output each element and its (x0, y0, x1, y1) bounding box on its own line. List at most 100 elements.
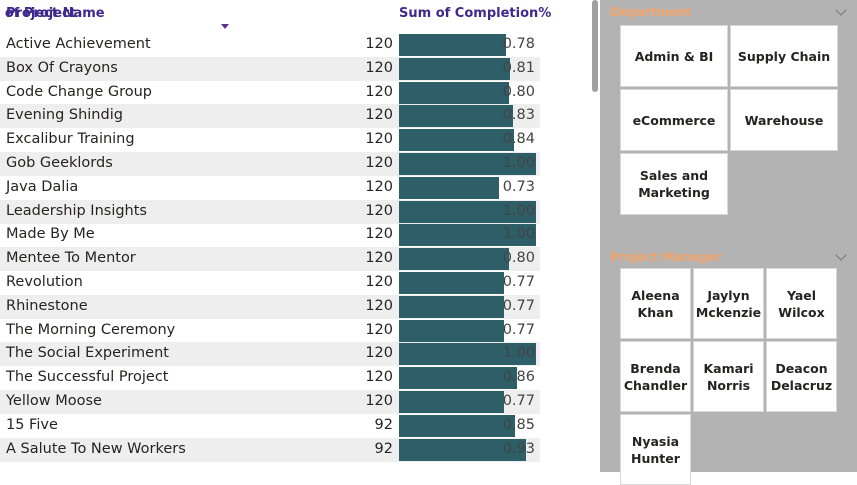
slicer-button[interactable]: Supply Chain (730, 25, 838, 87)
data-bar (399, 81, 509, 104)
table-row[interactable]: Yellow Moose 120 0.77 (0, 390, 540, 414)
table-row[interactable]: A Salute To New Workers 92 0.93 (0, 437, 540, 462)
slicer-button[interactable]: Warehouse (730, 89, 838, 151)
completion: 0.85 (502, 416, 535, 433)
table-row[interactable]: The Successful Project 120 0.86 (0, 366, 540, 390)
project-name: Java Dalia (6, 178, 79, 195)
table-row[interactable]: Java Dalia 120 0.73 (0, 176, 540, 200)
project-name: Active Achievement (6, 36, 151, 52)
project-name: The Successful Project (6, 369, 169, 386)
duration: 120 (365, 202, 393, 219)
completion: 1.00 (502, 226, 535, 243)
data-bar (399, 57, 510, 80)
sort-arrow (221, 24, 229, 29)
project-name: A Salute To New Workers (6, 440, 186, 457)
header: Sum of Completion% (399, 6, 552, 21)
table-row[interactable]: Rhinestone 120 0.77 (0, 294, 540, 319)
duration: 120 (365, 250, 393, 267)
duration: 120 (365, 178, 393, 195)
duration: 120 (365, 83, 393, 100)
scrollbar[interactable] (592, 0, 598, 92)
completion: 0.78 (502, 36, 535, 52)
slicer-button[interactable]: Jaylyn Mckenzie (693, 268, 764, 339)
project-name: Evening Shindig (6, 107, 123, 124)
project-name: Excalibur Training (6, 131, 135, 148)
duration: 120 (365, 226, 393, 243)
table-row[interactable]: The Social Experiment 120 1.00 (0, 342, 540, 367)
duration: 120 (365, 297, 393, 314)
table-row[interactable]: Evening Shindig 120 0.83 (0, 104, 540, 129)
table-row[interactable]: The Morning Ceremony 120 0.77 (0, 319, 540, 343)
data-bar (399, 248, 509, 271)
duration: 120 (365, 345, 393, 362)
data-bar (399, 295, 505, 318)
completion: 0.81 (502, 59, 535, 76)
data-bar (399, 34, 506, 56)
table-row[interactable]: Leadership Insights 120 1.00 (0, 199, 540, 224)
slicer-button[interactable]: Admin & BI (620, 25, 728, 87)
dropdown-chevron[interactable] (835, 4, 847, 16)
project-name: Rhinestone (6, 297, 88, 314)
completion: 0.73 (502, 178, 535, 195)
duration: 120 (365, 131, 393, 148)
project-name: Code Change Group (6, 83, 152, 100)
project-name: The Social Experiment (6, 345, 169, 362)
data-bar (399, 343, 536, 366)
project-name: Leadership Insights (6, 202, 147, 219)
project-name: Revolution (6, 274, 83, 290)
slicer-button[interactable]: Kamari Norris (693, 341, 764, 412)
slicer-button[interactable]: eCommerce (620, 89, 728, 151)
data-bar (399, 319, 505, 342)
duration: 92 (374, 416, 393, 433)
project-name: The Morning Ceremony (6, 321, 176, 338)
slicer-button[interactable]: Nyasia Hunter (620, 414, 691, 485)
data-bar (399, 224, 536, 247)
data-bar (399, 105, 513, 128)
project-name: Mentee To Mentor (6, 250, 136, 267)
duration: 120 (365, 369, 393, 386)
completion: 1.00 (502, 155, 535, 171)
header[interactable]: Sum of Duration of Project (0, 6, 76, 21)
data-bar (399, 367, 517, 390)
data-bar (399, 200, 536, 223)
table-row[interactable]: Box Of Crayons 120 0.81 (0, 56, 540, 81)
completion: 0.77 (502, 393, 535, 409)
slicer-button[interactable]: Yael Wilcox (766, 268, 837, 339)
completion: 0.77 (502, 321, 535, 338)
project-name: Yellow Moose (6, 393, 102, 409)
slicer-title: Department (610, 5, 692, 19)
slicer-button[interactable]: Brenda Chandler (620, 341, 691, 412)
duration: 120 (365, 155, 393, 171)
completion: 1.00 (502, 345, 535, 362)
duration: 120 (365, 274, 393, 290)
duration: 120 (365, 59, 393, 76)
completion: 0.77 (502, 274, 535, 290)
slicer-panel: Department Admin & BI Supply Chain eCommerc… (600, 0, 857, 485)
slicer-title: Project Manager (610, 250, 722, 264)
slicer-button[interactable]: Aleena Khan (620, 268, 691, 339)
project-name: Box Of Crayons (6, 59, 118, 76)
duration: 120 (365, 321, 393, 338)
table-row[interactable]: Revolution 120 0.77 (0, 271, 540, 295)
header: Project Name (6, 6, 105, 21)
table-row[interactable]: Gob Geeklords 120 1.00 (0, 152, 540, 176)
data-bar (399, 438, 527, 461)
completion: 0.80 (502, 83, 535, 100)
dropdown-chevron[interactable] (835, 249, 847, 261)
table-row[interactable]: Excalibur Training 120 0.84 (0, 128, 540, 152)
data-bar (399, 391, 505, 413)
table-row[interactable]: Mentee To Mentor 120 0.80 (0, 247, 540, 272)
slicer-button[interactable]: Sales and Marketing (620, 153, 728, 215)
table-row[interactable]: Code Change Group 120 0.80 (0, 81, 540, 105)
data-bar (399, 414, 516, 437)
completion: 0.86 (502, 369, 535, 386)
table-row[interactable]: Active Achievement 120 0.78 (0, 33, 540, 57)
table-row[interactable]: Made By Me 120 1.00 (0, 223, 540, 247)
table-row[interactable]: 15 Five 92 0.85 (0, 414, 540, 438)
table: Project Name Sum of Duration of Project … (0, 6, 551, 462)
project-name: 15 Five (6, 416, 58, 433)
slicer-button[interactable]: Deacon Delacruz (766, 341, 837, 412)
project-name: Made By Me (6, 226, 95, 243)
completion: 1.00 (502, 202, 535, 219)
